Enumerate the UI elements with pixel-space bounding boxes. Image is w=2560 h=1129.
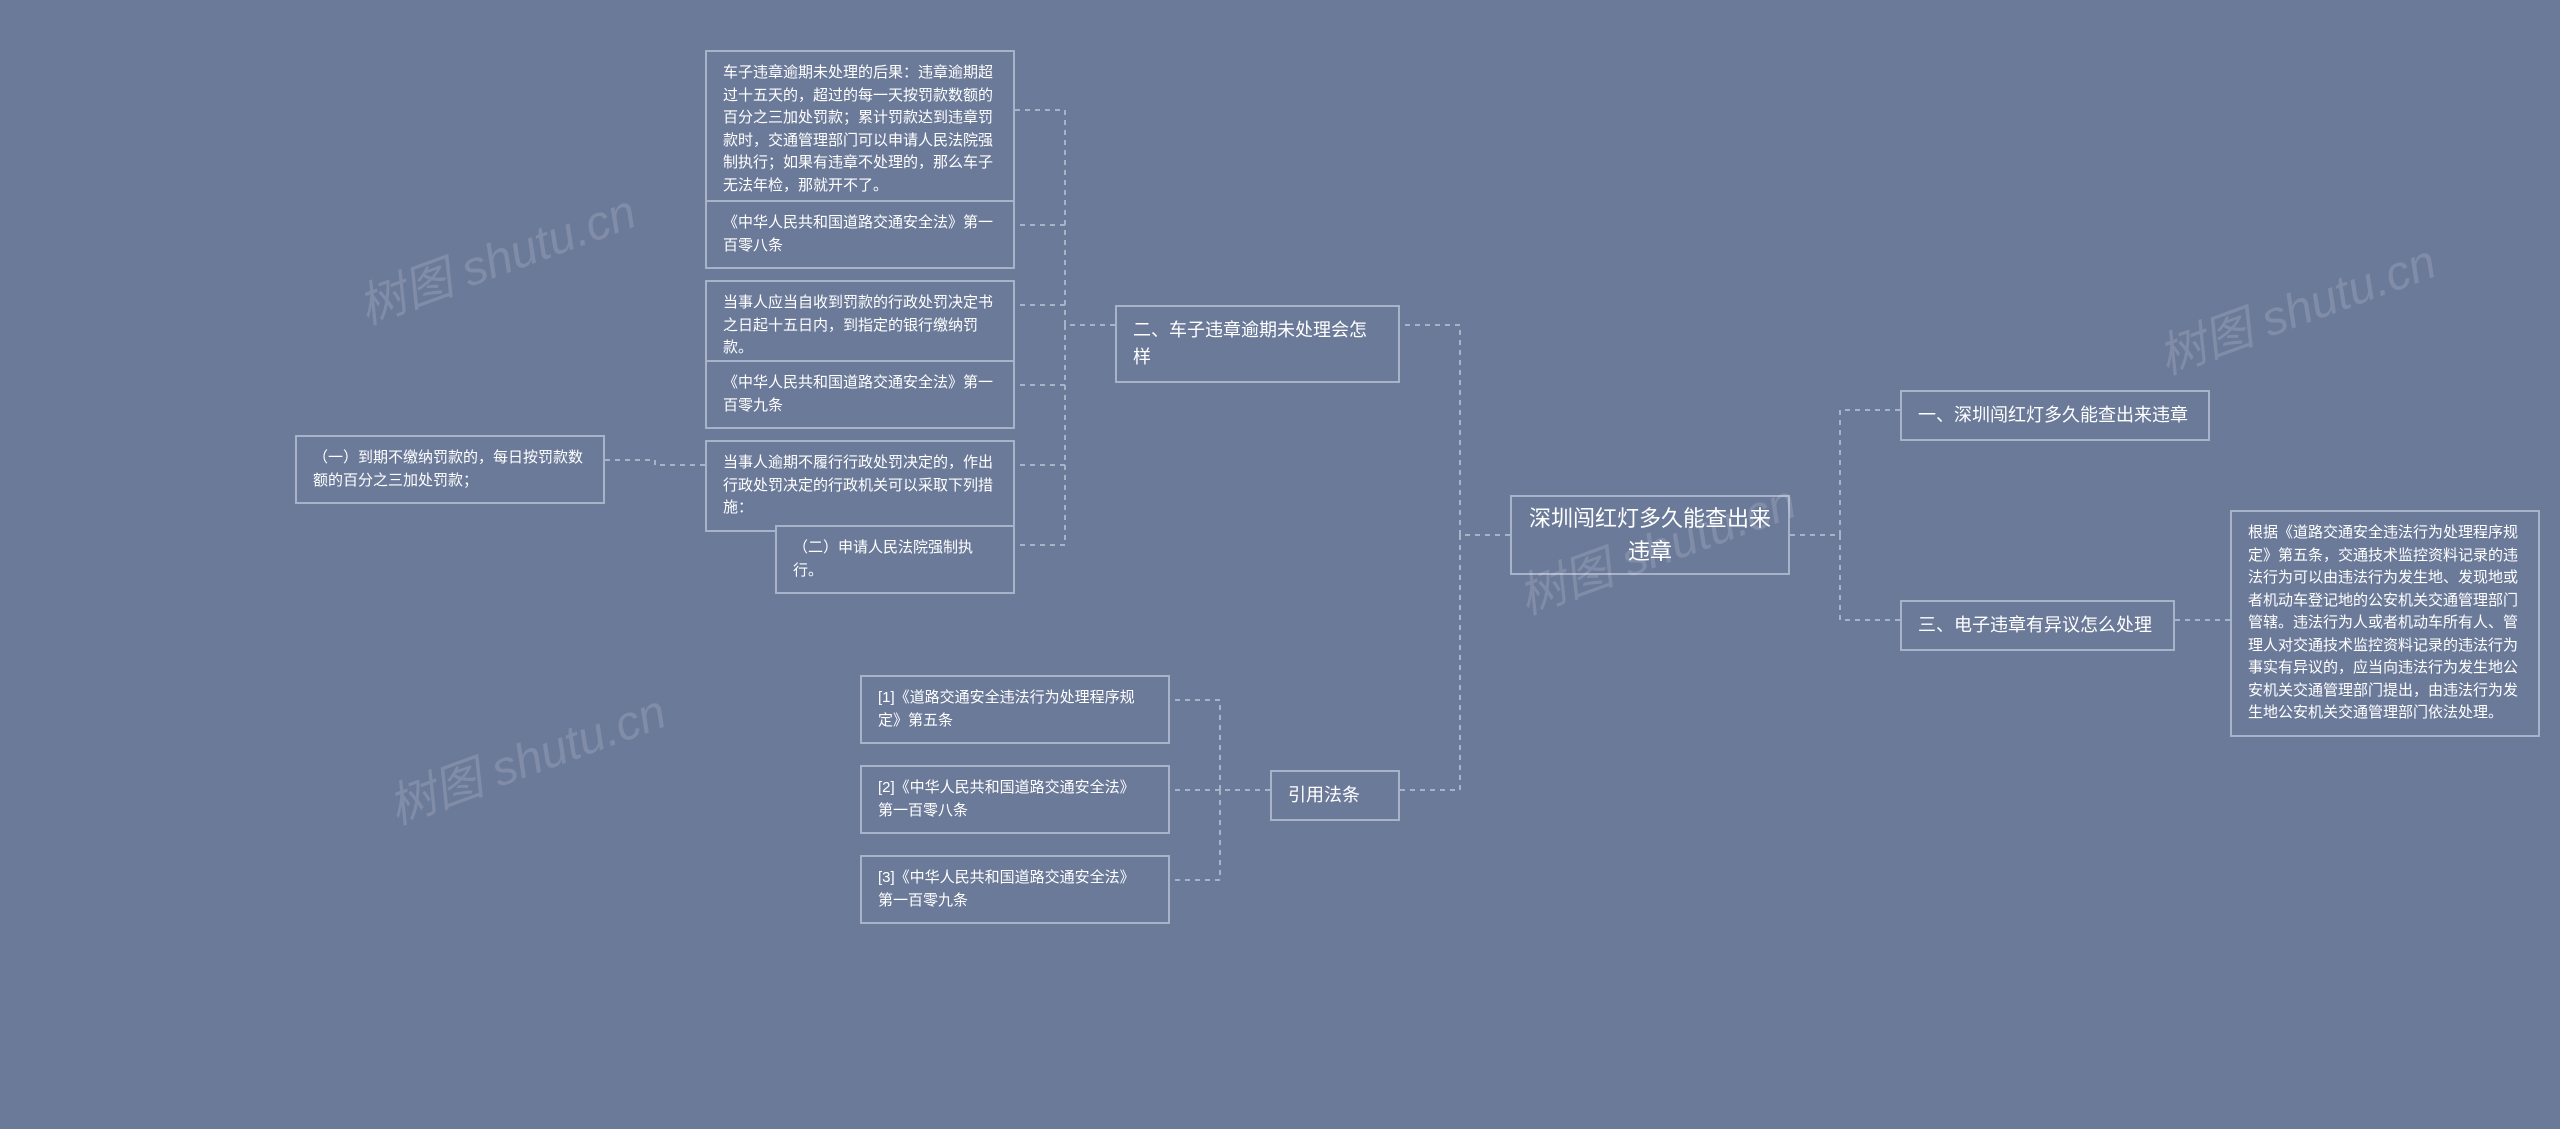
branch-2-leaf-2: 《中华人民共和国道路交通安全法》第一百零八条 (705, 200, 1015, 269)
branch-3-leaf: 根据《道路交通安全违法行为处理程序规定》第五条，交通技术监控资料记录的违法行为可… (2230, 510, 2540, 737)
ref-leaf-1: [1]《道路交通安全违法行为处理程序规定》第五条 (860, 675, 1170, 744)
branch-2-leaf-5b: （二）申请人民法院强制执行。 (775, 525, 1015, 594)
branch-2-leaf-1: 车子违章逾期未处理的后果：违章逾期超过十五天的，超过的每一天按罚款数额的百分之三… (705, 50, 1015, 209)
branch-2-leaf-4: 《中华人民共和国道路交通安全法》第一百零九条 (705, 360, 1015, 429)
branch-1-label: 一、深圳闯红灯多久能查出来违章 (1918, 402, 2188, 429)
root-label: 深圳闯红灯多久能查出来违章 (1528, 502, 1772, 568)
branch-2-leaf-3: 当事人应当自收到罚款的行政处罚决定书之日起十五日内，到指定的银行缴纳罚款。 (705, 280, 1015, 372)
connectors-layer (0, 0, 2560, 1129)
b2-l4-text: 《中华人民共和国道路交通安全法》第一百零九条 (723, 372, 997, 417)
branch-ref: 引用法条 (1270, 770, 1400, 821)
root-node: 深圳闯红灯多久能查出来违章 (1510, 495, 1790, 575)
b2-l5a-text: （一）到期不缴纳罚款的，每日按罚款数额的百分之三加处罚款； (313, 447, 587, 492)
ref-l3-text: [3]《中华人民共和国道路交通安全法》 第一百零九条 (878, 867, 1152, 912)
branch-3: 三、电子违章有异议怎么处理 (1900, 600, 2175, 651)
branch-3-leaf-text: 根据《道路交通安全违法行为处理程序规定》第五条，交通技术监控资料记录的违法行为可… (2248, 522, 2522, 725)
branch-2: 二、车子违章逾期未处理会怎样 (1115, 305, 1400, 383)
branch-ref-label: 引用法条 (1288, 782, 1360, 809)
branch-2-leaf-5a: （一）到期不缴纳罚款的，每日按罚款数额的百分之三加处罚款； (295, 435, 605, 504)
branch-2-label: 二、车子违章逾期未处理会怎样 (1133, 317, 1382, 371)
ref-leaf-2: [2]《中华人民共和国道路交通安全法》 第一百零八条 (860, 765, 1170, 834)
b2-l1-text: 车子违章逾期未处理的后果：违章逾期超过十五天的，超过的每一天按罚款数额的百分之三… (723, 62, 997, 197)
b2-l5b-text: （二）申请人民法院强制执行。 (793, 537, 997, 582)
b2-l3-text: 当事人应当自收到罚款的行政处罚决定书之日起十五日内，到指定的银行缴纳罚款。 (723, 292, 997, 360)
branch-1: 一、深圳闯红灯多久能查出来违章 (1900, 390, 2210, 441)
ref-l1-text: [1]《道路交通安全违法行为处理程序规定》第五条 (878, 687, 1152, 732)
branch-2-leaf-5: 当事人逾期不履行行政处罚决定的，作出行政处罚决定的行政机关可以采取下列措施： (705, 440, 1015, 532)
ref-l2-text: [2]《中华人民共和国道路交通安全法》 第一百零八条 (878, 777, 1152, 822)
ref-leaf-3: [3]《中华人民共和国道路交通安全法》 第一百零九条 (860, 855, 1170, 924)
b2-l2-text: 《中华人民共和国道路交通安全法》第一百零八条 (723, 212, 997, 257)
branch-3-label: 三、电子违章有异议怎么处理 (1918, 612, 2152, 639)
b2-l5-text: 当事人逾期不履行行政处罚决定的，作出行政处罚决定的行政机关可以采取下列措施： (723, 452, 997, 520)
